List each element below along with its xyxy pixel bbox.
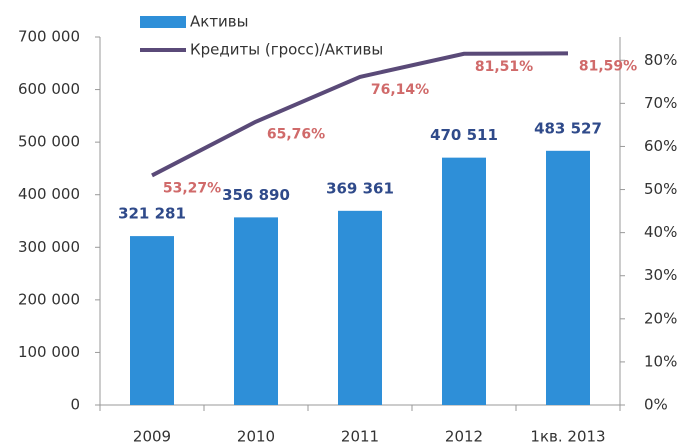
y2-tick-label: 50%: [644, 180, 677, 198]
bar-value-label: 321 281: [118, 205, 186, 223]
bar-value-label: 483 527: [534, 119, 602, 137]
y2-tick-label: 20%: [644, 309, 677, 327]
legend-swatch: [140, 16, 186, 28]
x-tick-label: 2012: [445, 428, 483, 446]
y-tick-label: 700 000: [18, 28, 80, 46]
x-tick-label: 2009: [133, 428, 171, 446]
x-tick-label: 2010: [237, 428, 275, 446]
line-value-label: 76,14%: [371, 82, 429, 98]
y2-tick-label: 30%: [644, 266, 677, 284]
line-value-label: 81,51%: [475, 59, 533, 75]
legend-label: Кредиты (гросс)/Активы: [190, 41, 383, 59]
y2-tick-label: 10%: [644, 352, 677, 370]
bar: [338, 210, 382, 405]
bar-value-label: 369 361: [326, 179, 394, 197]
y-tick-label: 400 000: [18, 185, 80, 203]
bar-value-label: 356 890: [222, 186, 290, 204]
y-tick-label: 600 000: [18, 80, 80, 98]
bar: [130, 236, 174, 405]
y-tick-label: 200 000: [18, 290, 80, 308]
y-tick-label: 300 000: [18, 238, 80, 256]
legend-label: Активы: [190, 13, 249, 31]
line-value-label: 81,59%: [579, 58, 637, 74]
y2-tick-label: 40%: [644, 223, 677, 241]
line-value-label: 65,76%: [267, 127, 325, 143]
line: [151, 51, 569, 178]
line-value-label: 53,27%: [163, 180, 221, 196]
y-tick-label: 0: [70, 396, 80, 414]
bar: [546, 150, 590, 405]
y2-tick-label: 80%: [644, 51, 677, 69]
y2-tick-label: 70%: [644, 94, 677, 112]
y2-tick-label: 60%: [644, 137, 677, 155]
bar-value-label: 470 511: [430, 126, 498, 144]
bar: [234, 217, 278, 405]
y-tick-label: 100 000: [18, 343, 80, 361]
x-tick-label: 1кв. 2013: [530, 428, 605, 446]
bar: [442, 157, 486, 405]
y-tick-label: 500 000: [18, 133, 80, 151]
y2-tick-label: 0%: [644, 396, 668, 414]
x-tick-label: 2011: [341, 428, 379, 446]
